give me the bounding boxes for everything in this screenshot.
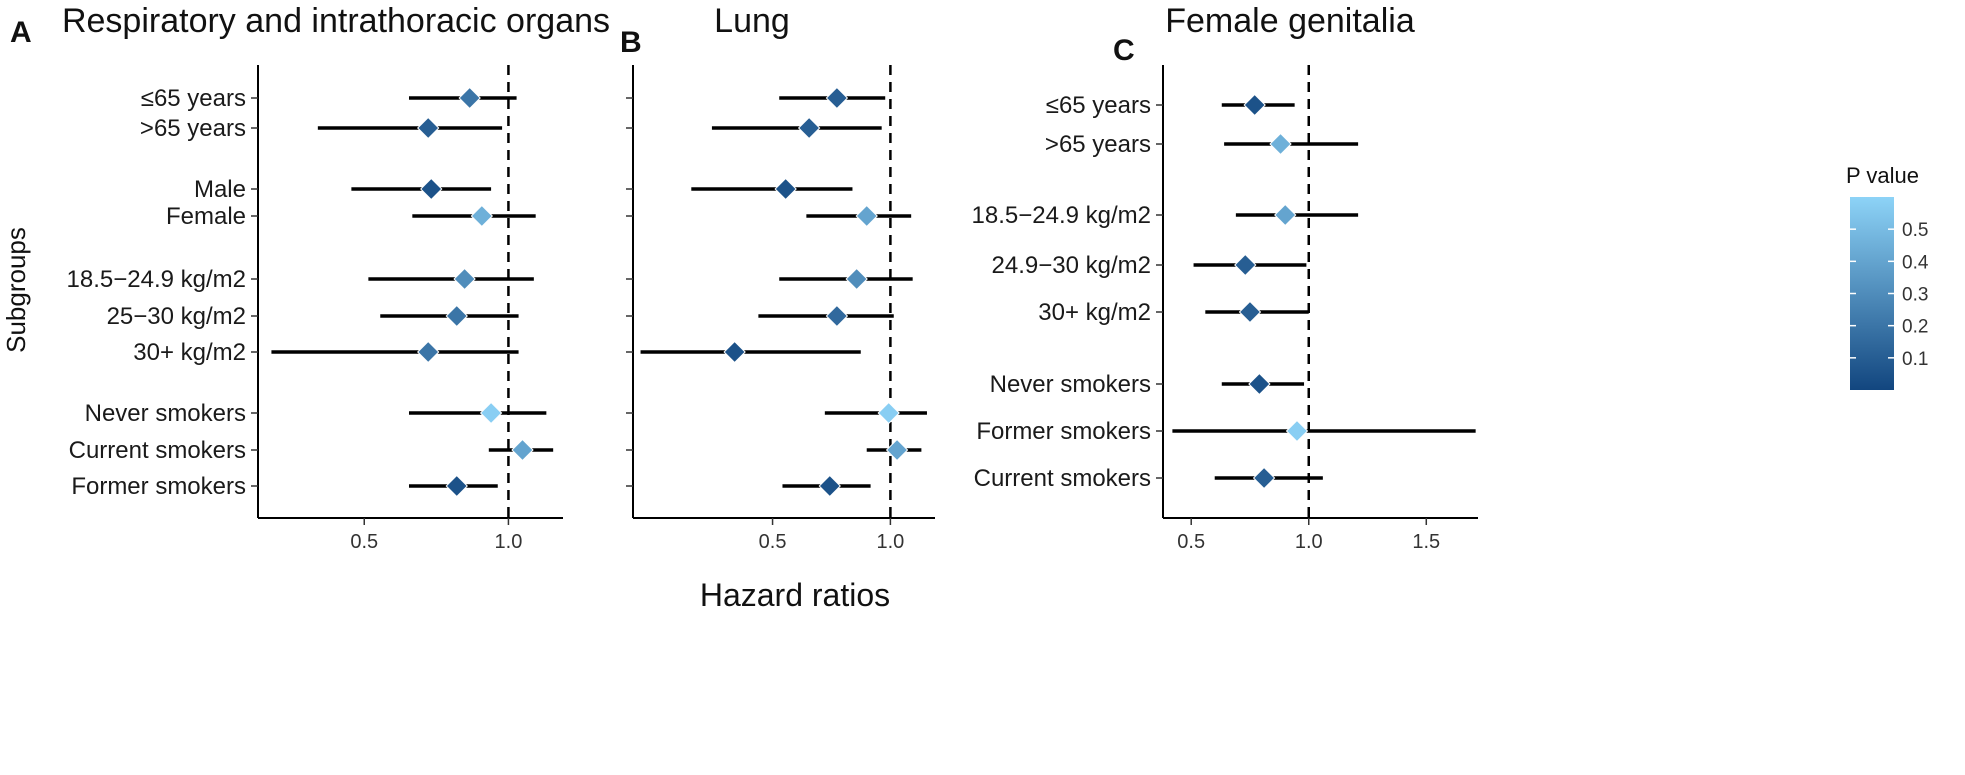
hazard-ratio-point	[453, 267, 476, 291]
x-tick-label: 0.5	[350, 531, 378, 553]
hazard-ratio-point	[877, 401, 900, 425]
hazard-ratio-point	[825, 86, 849, 110]
hazard-ratio-point	[445, 474, 468, 498]
hazard-ratio-point	[1285, 419, 1309, 443]
hazard-ratio-point	[479, 401, 503, 425]
row-label: Never smokers	[990, 371, 1151, 398]
panel-letter: C	[1113, 34, 1135, 67]
hazard-ratio-point	[470, 204, 494, 228]
hazard-ratio-point	[1269, 132, 1292, 156]
row-label: Former smokers	[71, 473, 246, 500]
panel-title: Female genitalia	[1165, 2, 1415, 40]
hazard-ratio-point	[797, 116, 821, 140]
hazard-ratio-point	[1274, 203, 1297, 227]
panel-c: C Female genitalia 0.5 1.0 1.5 ≤65 years >65 y…	[972, 2, 1478, 553]
row-label: Male	[194, 176, 246, 203]
panel-title: Respiratory and intrathoracic organs	[62, 2, 610, 40]
y-axis-title: Subgroups	[1, 227, 31, 353]
row-label: Never smokers	[85, 400, 246, 427]
hazard-ratio-point	[818, 474, 841, 498]
hazard-ratio-point	[417, 340, 440, 364]
row-label: ≤65 years	[141, 85, 246, 112]
row-label: 25−30 kg/m2	[107, 303, 246, 330]
panel-letter: B	[620, 26, 642, 59]
hazard-ratio-point	[845, 267, 868, 291]
row-label: 30+ kg/m2	[1038, 299, 1151, 326]
p-value-legend: P value 0.5 0.4 0.3 0.2 0.1	[1846, 163, 1929, 390]
hazard-ratio-point	[1248, 372, 1271, 396]
legend-title: P value	[1846, 163, 1919, 188]
row-label: 30+ kg/m2	[133, 339, 246, 366]
hazard-ratio-point	[420, 177, 443, 201]
panel-title: Lung	[714, 2, 790, 40]
row-label: >65 years	[140, 115, 246, 142]
hazard-ratio-point	[885, 438, 909, 462]
row-label: 24.9−30 kg/m2	[992, 252, 1151, 279]
legend-tick-label: 0.1	[1902, 349, 1928, 370]
hazard-ratio-point	[1234, 253, 1257, 277]
legend-tick-label: 0.3	[1902, 285, 1928, 306]
hazard-ratio-point	[855, 204, 878, 228]
panel-a: A Respiratory and intrathoracic organs 0.5…	[10, 2, 610, 553]
legend-tick-label: 0.5	[1902, 220, 1928, 241]
x-tick-label: 1.0	[495, 531, 523, 553]
panel-b: B Lung 0.5 1.0	[620, 2, 935, 553]
row-label: Current smokers	[69, 437, 246, 464]
row-label: Female	[166, 203, 246, 230]
x-tick-label: 1.0	[1295, 531, 1323, 553]
hazard-ratio-point	[1238, 300, 1262, 324]
x-tick-label: 0.5	[1177, 531, 1205, 553]
row-label: Current smokers	[974, 465, 1151, 492]
hazard-ratio-point	[417, 116, 440, 140]
legend-colorbar	[1850, 197, 1894, 390]
x-tick-label: 1.5	[1412, 531, 1440, 553]
hazard-ratio-point	[1243, 93, 1266, 117]
x-axis-title: Hazard ratios	[700, 577, 890, 613]
hazard-ratio-point	[825, 304, 849, 328]
row-label: 18.5−24.9 kg/m2	[972, 202, 1151, 229]
hazard-ratio-point	[1252, 466, 1276, 490]
row-label: >65 years	[1045, 131, 1151, 158]
hazard-ratio-point	[458, 86, 481, 110]
hazard-ratio-point	[723, 340, 746, 364]
hazard-ratio-point	[774, 177, 797, 201]
hazard-ratio-point	[511, 438, 534, 462]
row-label: ≤65 years	[1046, 92, 1151, 119]
legend-tick-label: 0.2	[1902, 317, 1928, 338]
panel-letter: A	[10, 16, 32, 49]
hazard-ratio-point	[445, 304, 468, 328]
legend-tick-label: 0.4	[1902, 252, 1929, 273]
x-tick-label: 1.0	[876, 531, 904, 553]
row-label: 18.5−24.9 kg/m2	[67, 266, 246, 293]
row-label: Former smokers	[976, 418, 1151, 445]
x-tick-label: 0.5	[759, 531, 787, 553]
